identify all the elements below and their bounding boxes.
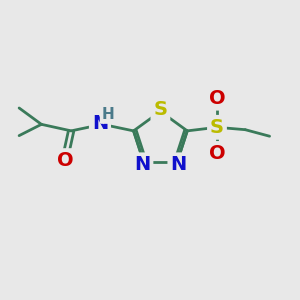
- Text: N: N: [134, 155, 150, 174]
- Text: O: O: [58, 151, 74, 170]
- Text: H: H: [101, 107, 114, 122]
- Text: N: N: [92, 114, 108, 133]
- Text: S: S: [210, 118, 224, 137]
- Text: O: O: [209, 144, 225, 163]
- Text: O: O: [209, 89, 225, 108]
- Text: N: N: [170, 155, 187, 174]
- Text: S: S: [153, 100, 167, 119]
